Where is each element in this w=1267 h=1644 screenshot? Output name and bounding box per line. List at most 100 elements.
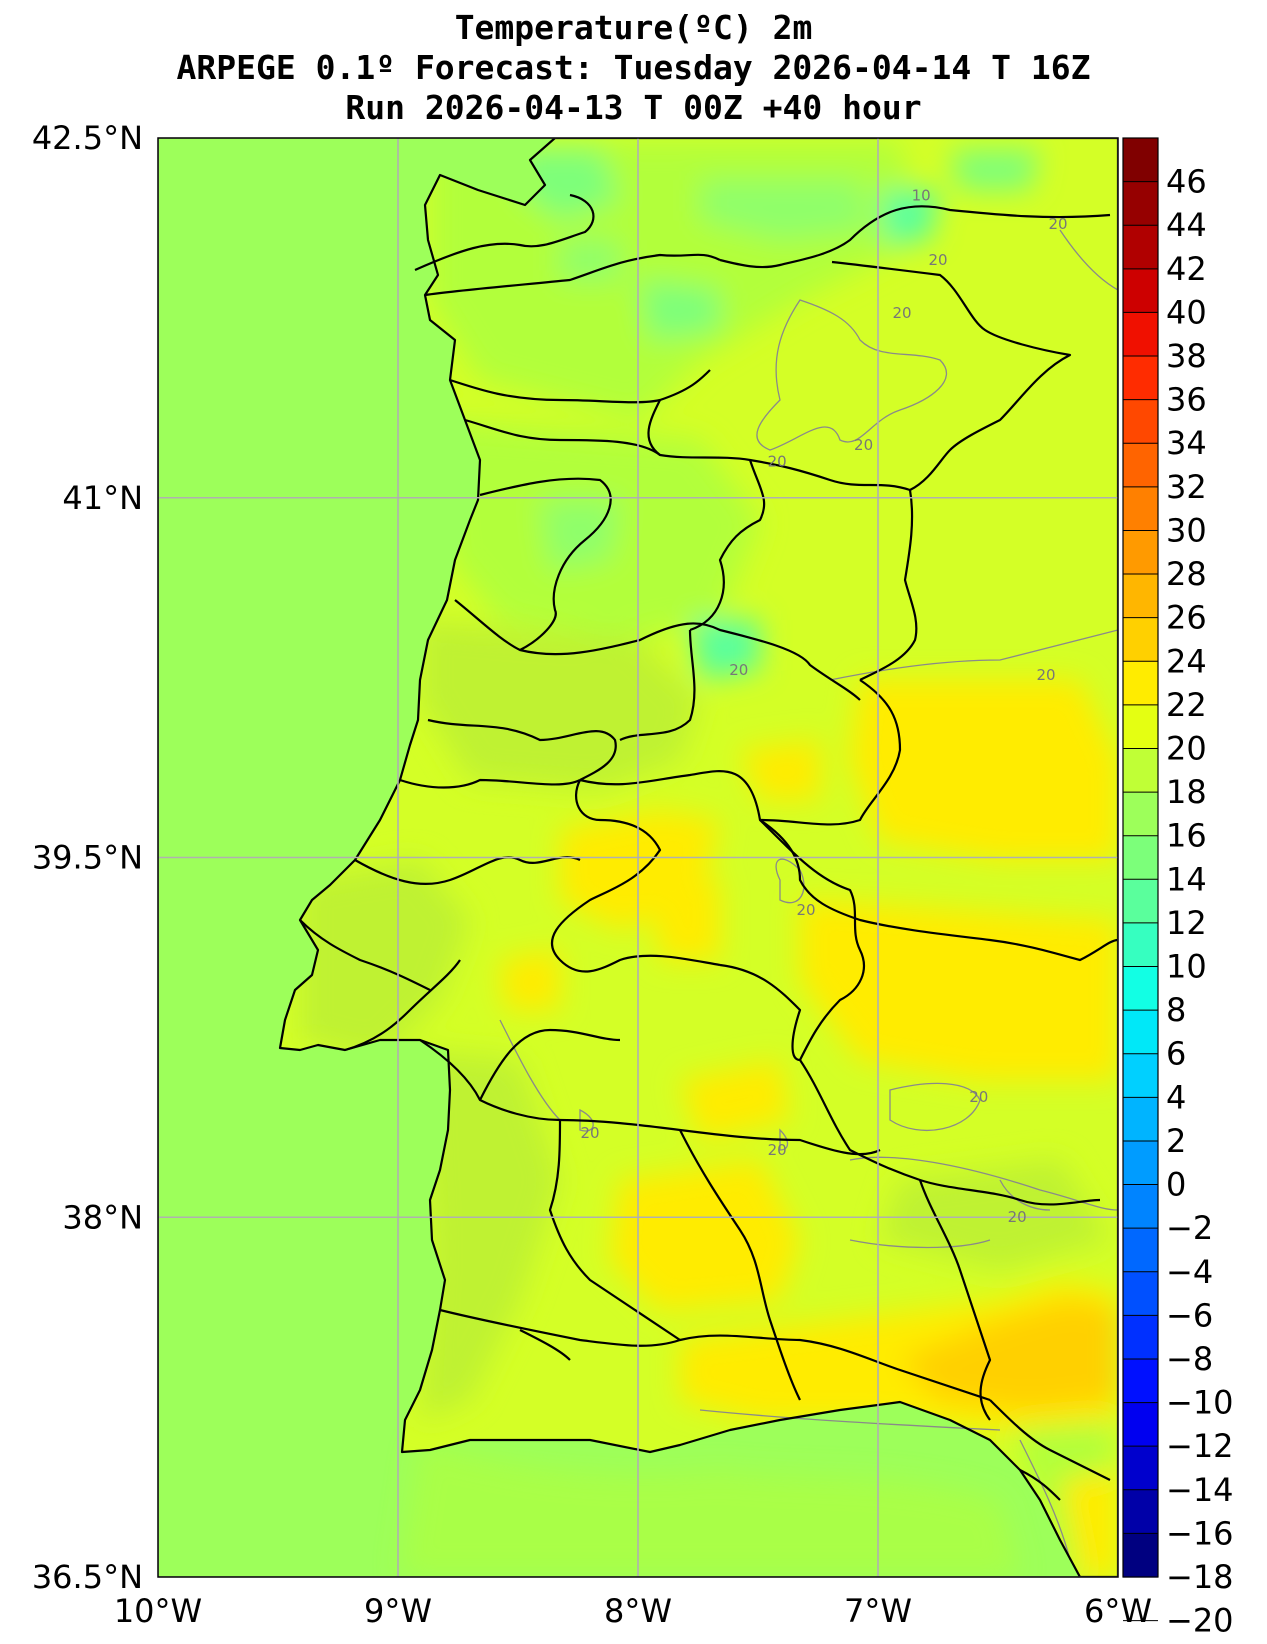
contour-label-6: 20 [768,453,787,471]
lat-tick-label-3: 38°N [62,1198,143,1236]
colorbar-label-13: 20 [1166,729,1207,767]
colorbar-segment-6 [1123,1271,1158,1316]
colorbar-segment-31 [1123,181,1158,226]
colorbar-segment-16 [1123,835,1158,880]
colorbar-label-17: 12 [1166,904,1207,942]
colorbar-label-11: 24 [1166,642,1207,680]
map-axes: 10°W 9°W 8°W 7°W 6°W 42.5°N 41°N 39.5°N 38°N 36.5… [32,119,1152,1630]
colorbar-segment-2 [1123,1446,1158,1491]
colorbar-label-6: 34 [1166,424,1207,462]
lat-tick-label-2: 39.5°N [32,839,143,877]
contour-label-2: 20 [1048,215,1067,233]
colorbar-label-18: 10 [1166,948,1207,986]
colorbar-segment-11 [1123,1053,1158,1098]
lat-tick-label-4: 36.5°N [32,1558,143,1596]
colorbar-label-3: 40 [1166,293,1207,331]
chart-title-line-2: ARPEGE 0.1º Forecast: Tuesday 2026-04-14… [176,48,1091,87]
lon-tick-label-1: 9°W [364,1592,432,1630]
contour-label-3: 20 [928,251,947,269]
lon-tick-label-0: 10°W [114,1592,202,1630]
colorbar-segment-25 [1123,443,1158,488]
contour-label-4: 20 [892,304,911,322]
colorbar-label-23: 0 [1166,1166,1186,1204]
colorbar-segment-0 [1123,1533,1158,1578]
lon-tick-label-3: 7°W [844,1592,912,1630]
colorbar: 4644424038363432302826242220181614121086… [1122,137,1234,1640]
colorbar-segment-17 [1123,792,1158,837]
chart-title-line-1: Temperature(ºC) 2m [454,8,813,47]
colorbar-segment-19 [1123,704,1158,750]
contour-label-7: 20 [1036,666,1055,684]
colorbar-label-4: 38 [1166,337,1207,375]
colorbar-label-31: −16 [1166,1514,1234,1552]
colorbar-label-32: −18 [1166,1558,1234,1596]
colorbar-segment-23 [1123,530,1158,575]
contour-label-8: 20 [729,661,748,679]
colorbar-label-21: 4 [1166,1078,1186,1116]
colorbar-segment-27 [1123,356,1158,401]
colorbar-label-12: 22 [1166,686,1207,724]
colorbar-label-2: 42 [1166,250,1207,288]
contour-label-11: 20 [580,1124,599,1142]
colorbar-segment-13 [1123,966,1158,1011]
colorbar-segment-4 [1123,1358,1158,1404]
colorbar-label-8: 30 [1166,511,1207,549]
colorbar-segment-15 [1123,879,1158,924]
colorbar-label-30: −14 [1166,1471,1234,1509]
colorbar-segment-7 [1123,1228,1158,1273]
colorbar-segment-24 [1123,486,1158,532]
contour-label-1: 10 [912,186,931,204]
contour-label-0: 20 [916,124,935,142]
lon-tick-label-4: 6°W [1084,1592,1152,1630]
colorbar-label-20: 6 [1166,1035,1186,1073]
map-plot-area: 20 10 20 20 20 20 20 20 20 20 20 20 20 20 [158,124,1118,1577]
colorbar-segment-14 [1123,922,1158,968]
colorbar-segment-12 [1123,1010,1158,1055]
colorbar-segment-8 [1123,1184,1158,1229]
colorbar-segment-26 [1123,399,1158,444]
colorbar-segment-21 [1123,617,1158,662]
border-lines [278,138,1118,1577]
colorbar-label-29: −12 [1166,1427,1234,1465]
colorbar-label-22: 2 [1166,1122,1186,1160]
colorbar-label-5: 36 [1166,381,1207,419]
colorbar-label-0: 46 [1166,163,1207,201]
lat-tick-label-1: 41°N [62,479,143,517]
colorbar-label-16: 14 [1166,860,1207,898]
colorbar-segment-29 [1123,268,1158,314]
contour-label-10: 20 [969,1088,988,1106]
colorbar-segment-9 [1123,1140,1158,1186]
colorbar-segment-30 [1123,225,1158,270]
colorbar-label-15: 16 [1166,817,1207,855]
colorbar-label-1: 44 [1166,206,1207,244]
colorbar-segment-20 [1123,661,1158,706]
colorbar-label-26: −6 [1166,1296,1213,1334]
colorbar-label-27: −8 [1166,1340,1213,1378]
map-frame [157,137,1119,1578]
colorbar-segment-32 [1123,138,1158,183]
colorbar-segment-5 [1123,1315,1158,1360]
colorbar-label-24: −2 [1166,1209,1213,1247]
colorbar-label-9: 28 [1166,555,1207,593]
lat-tick-label-0: 42.5°N [32,119,143,157]
colorbar-label-19: 8 [1166,991,1186,1029]
colorbar-segment-22 [1123,574,1158,619]
chart-title-line-3: Run 2026-04-13 T 00Z +40 hour [345,88,922,127]
colorbar-segment-1 [1123,1489,1158,1534]
contour-labels: 20 10 20 20 20 20 20 20 20 20 20 20 20 20 [580,124,1067,1226]
colorbar-segment-3 [1123,1402,1158,1447]
colorbar-label-7: 32 [1166,468,1207,506]
colorbar-segment-10 [1123,1097,1158,1142]
colorbar-label-33: −20 [1166,1602,1234,1640]
colorbar-label-25: −4 [1166,1253,1213,1291]
contour-label-12: 20 [768,1141,787,1159]
colorbar-label-14: 18 [1166,773,1207,811]
contour-label-13: 20 [1008,1208,1027,1226]
graticule [158,138,1118,1577]
contour-label-5: 20 [854,436,873,454]
colorbar-segment-18 [1123,748,1158,793]
colorbar-label-10: 26 [1166,599,1207,637]
colorbar-label-28: −10 [1166,1384,1234,1422]
contour-label-9: 20 [796,901,815,919]
